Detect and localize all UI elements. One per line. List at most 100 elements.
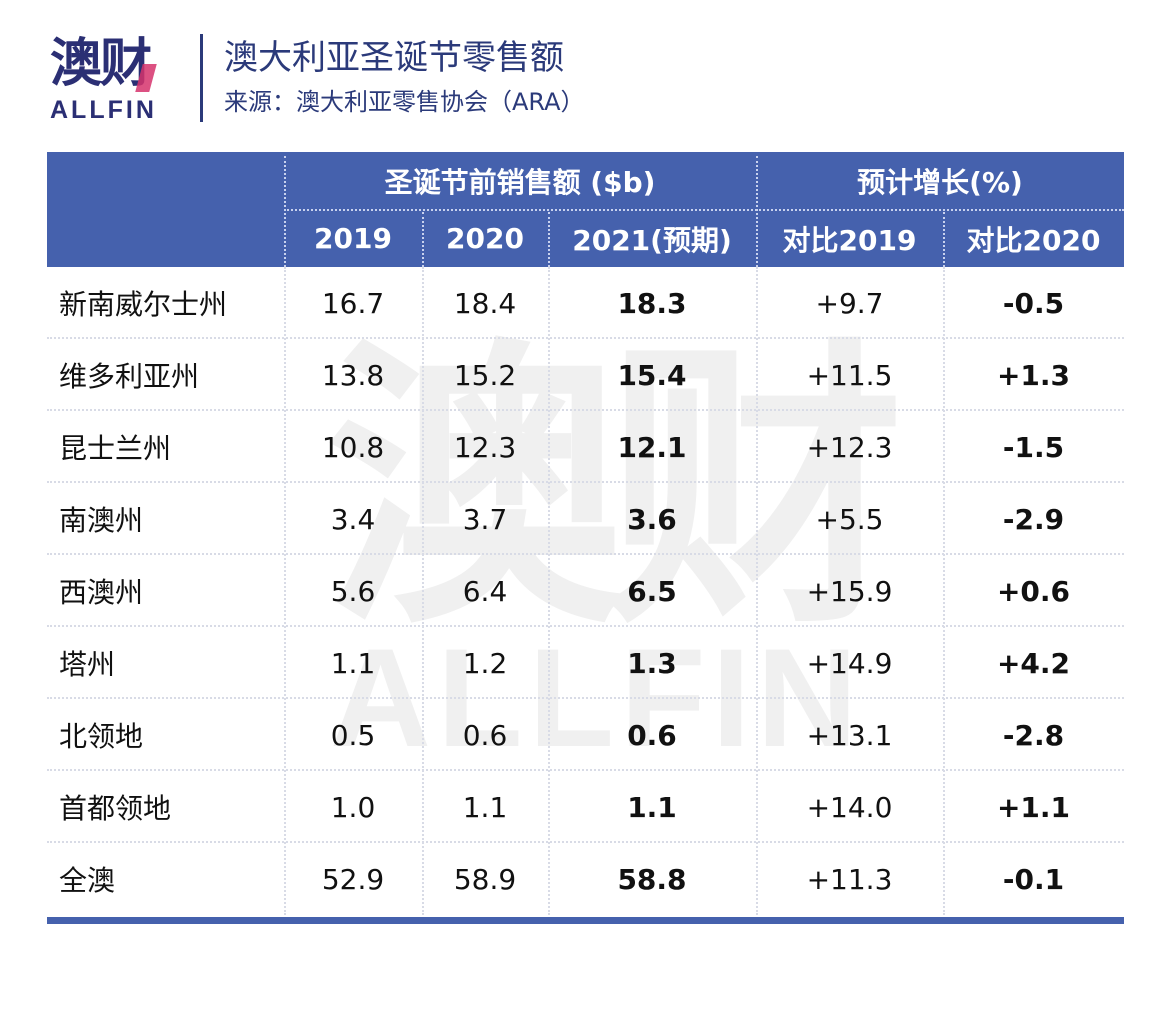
region-name: 昆士兰州 (59, 432, 172, 465)
value-2020: 1.2 (462, 646, 508, 680)
value-vs2020: +4.2 (996, 646, 1071, 680)
header-divider-v (548, 212, 550, 267)
value-vs2019: +15.9 (806, 574, 893, 608)
value-2019: 3.4 (330, 502, 376, 536)
value-2020: 58.9 (453, 862, 517, 896)
value-vs2020: +1.3 (996, 358, 1071, 392)
value-vs2019: +13.1 (806, 718, 893, 752)
value-2021: 6.5 (627, 574, 677, 608)
value-vs2020: +1.1 (996, 790, 1071, 824)
header-divider-v (284, 156, 286, 267)
value-vs2019: +9.7 (815, 286, 884, 320)
value-2020: 12.3 (453, 430, 517, 464)
row-divider (47, 481, 1124, 483)
region-name: 维多利亚州 (59, 360, 200, 393)
value-2021: 3.6 (627, 502, 677, 536)
value-2020: 3.7 (462, 502, 508, 536)
row-divider (47, 625, 1124, 627)
value-2019: 16.7 (321, 286, 385, 320)
group-header-sales: 圣诞节前销售额 ($b) (384, 165, 656, 199)
row-divider (47, 769, 1124, 771)
value-vs2019: +11.3 (806, 862, 893, 896)
column-divider (943, 267, 945, 915)
table-row: 昆士兰州 10.8 12.3 12.1 +12.3 -1.5 (47, 411, 1124, 483)
value-vs2019: +14.9 (806, 646, 893, 680)
value-2020: 6.4 (462, 574, 508, 608)
value-2019: 1.0 (330, 790, 376, 824)
table-bottom-bar (47, 917, 1124, 924)
value-2019: 5.6 (330, 574, 376, 608)
value-2020: 0.6 (462, 718, 508, 752)
value-vs2020: +0.6 (996, 574, 1071, 608)
row-divider (47, 697, 1124, 699)
value-2021: 18.3 (617, 286, 687, 320)
watermark-cn: 澳财 (325, 315, 905, 664)
column-divider (422, 267, 424, 915)
col-header-2021: 2021(预期) (572, 223, 732, 257)
row-divider (47, 409, 1124, 411)
header-divider-v (943, 212, 945, 267)
value-vs2019: +11.5 (806, 358, 893, 392)
region-name: 南澳州 (59, 504, 144, 537)
region-name: 全澳 (59, 864, 116, 897)
value-vs2020: -1.5 (1002, 430, 1065, 464)
col-header-vs2019: 对比2019 (782, 223, 917, 257)
table-row: 塔州 1.1 1.2 1.3 +14.9 +4.2 (47, 627, 1124, 699)
value-2019: 10.8 (321, 430, 385, 464)
col-header-2020: 2020 (446, 222, 524, 255)
retail-sales-table: 圣诞节前销售额 ($b) 预计增长(%) 2019 2020 2021(预期) … (47, 152, 1124, 924)
table-row: 维多利亚州 13.8 15.2 15.4 +11.5 +1.3 (47, 339, 1124, 411)
value-vs2019: +12.3 (806, 430, 893, 464)
value-vs2019: +14.0 (806, 790, 893, 824)
table-header: 圣诞节前销售额 ($b) 预计增长(%) 2019 2020 2021(预期) … (47, 152, 1124, 267)
table-row: 西澳州 5.6 6.4 6.5 +15.9 +0.6 (47, 555, 1124, 627)
source-note: 来源：澳大利亚零售协会（ARA） (224, 88, 585, 116)
region-name: 塔州 (59, 648, 116, 681)
region-name: 西澳州 (59, 576, 144, 609)
column-divider (756, 267, 758, 915)
brand-logo: 澳财 ALLFIN (50, 34, 175, 124)
column-divider (284, 267, 286, 915)
value-2019: 13.8 (321, 358, 385, 392)
row-divider (47, 553, 1124, 555)
col-header-2019: 2019 (314, 222, 392, 255)
value-2020: 15.2 (453, 358, 517, 392)
region-name: 新南威尔士州 (59, 288, 228, 321)
header-divider (200, 34, 203, 122)
table-row: 首都领地 1.0 1.1 1.1 +14.0 +1.1 (47, 771, 1124, 843)
value-2021: 0.6 (627, 718, 677, 752)
table-body: 新南威尔士州 16.7 18.4 18.3 +9.7 -0.5 维多利亚州 13… (47, 267, 1124, 915)
table-row-total: 全澳 52.9 58.9 58.8 +11.3 -0.1 (47, 843, 1124, 915)
header-divider-h (284, 209, 1124, 211)
header-divider-v (756, 156, 758, 267)
header-divider-v (422, 212, 424, 267)
value-2020: 18.4 (453, 286, 517, 320)
value-2019: 1.1 (330, 646, 376, 680)
value-2020: 1.1 (462, 790, 508, 824)
value-vs2020: -2.8 (1002, 718, 1065, 752)
col-header-vs2020: 对比2020 (966, 223, 1101, 257)
value-vs2020: -0.1 (1002, 862, 1065, 896)
value-2019: 0.5 (330, 718, 376, 752)
group-header-growth: 预计增长(%) (857, 165, 1023, 199)
value-vs2019: +5.5 (815, 502, 884, 536)
page-title: 澳大利亚圣诞节零售额 (224, 38, 564, 78)
value-2021: 1.3 (627, 646, 677, 680)
region-name: 首都领地 (59, 792, 172, 825)
table-row: 北领地 0.5 0.6 0.6 +13.1 -2.8 (47, 699, 1124, 771)
row-divider (47, 337, 1124, 339)
value-vs2020: -0.5 (1002, 286, 1065, 320)
value-2021: 12.1 (617, 430, 687, 464)
value-2019: 52.9 (321, 862, 385, 896)
table-row: 南澳州 3.4 3.7 3.6 +5.5 -2.9 (47, 483, 1124, 555)
value-vs2020: -2.9 (1002, 502, 1065, 536)
value-2021: 58.8 (617, 862, 687, 896)
value-2021: 1.1 (627, 790, 677, 824)
row-divider (47, 841, 1124, 843)
column-divider (548, 267, 550, 915)
logo-cn: 澳财 (50, 34, 152, 94)
logo-en: ALLFIN (50, 96, 157, 124)
table-row: 新南威尔士州 16.7 18.4 18.3 +9.7 -0.5 (47, 267, 1124, 339)
value-2021: 15.4 (617, 358, 687, 392)
region-name: 北领地 (59, 720, 144, 753)
